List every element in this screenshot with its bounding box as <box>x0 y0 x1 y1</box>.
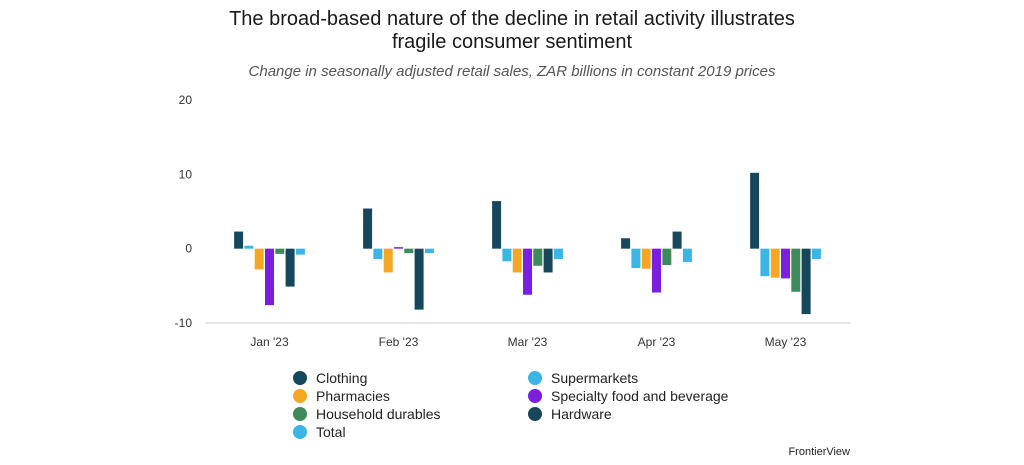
legend-swatch <box>293 389 307 403</box>
bar <box>533 248 543 266</box>
bar <box>254 248 264 270</box>
bar <box>760 248 770 277</box>
source-credit: FrontierView <box>788 446 850 458</box>
legend-label: Total <box>316 424 346 440</box>
bar <box>414 248 424 310</box>
bar <box>373 248 383 260</box>
legend-swatch <box>293 371 307 385</box>
y-tick-label: 0 <box>185 242 192 256</box>
chart-title-line-1: The broad-based nature of the decline in… <box>229 8 795 30</box>
x-tick-label: Mar '23 <box>508 335 548 349</box>
bar <box>383 248 393 273</box>
bar <box>553 248 563 260</box>
bar <box>275 248 285 254</box>
bar <box>631 248 641 268</box>
legend-item: Pharmacies <box>293 388 390 404</box>
bar <box>801 248 811 315</box>
bar <box>502 248 512 262</box>
legend-item: Specialty food and beverage <box>528 388 728 404</box>
chart-subtitle: Change in seasonally adjusted retail sal… <box>248 63 776 80</box>
legend-item: Total <box>293 424 346 440</box>
y-tick-label: 10 <box>179 167 193 181</box>
bar <box>523 248 532 295</box>
x-tick-label: May '23 <box>765 335 807 349</box>
bar <box>424 248 434 254</box>
bar <box>512 248 522 273</box>
bar <box>543 248 553 273</box>
bar <box>641 248 651 269</box>
legend-label: Pharmacies <box>316 388 390 404</box>
bar <box>295 248 305 255</box>
x-tick-label: Jan '23 <box>250 335 289 349</box>
y-tick-label: 20 <box>179 93 193 107</box>
chart-title: The broad-based nature of the decline in… <box>0 8 1024 54</box>
legend-swatch <box>293 407 307 421</box>
bar <box>652 248 661 293</box>
bar <box>265 248 274 306</box>
legend-swatch <box>528 371 542 385</box>
y-tick-label: -10 <box>175 316 193 330</box>
bar <box>234 231 244 249</box>
legend-swatch <box>528 389 542 403</box>
bar <box>621 238 631 249</box>
bar <box>682 248 692 263</box>
bar <box>791 248 801 292</box>
legend-swatch <box>528 407 542 421</box>
bar <box>363 208 373 249</box>
bar <box>244 245 254 249</box>
bar <box>811 248 821 260</box>
legend-label: Household durables <box>316 406 441 422</box>
bar <box>672 231 682 249</box>
bar <box>662 248 672 266</box>
bar <box>404 248 414 254</box>
legend-item: Supermarkets <box>528 370 638 386</box>
bar <box>770 248 780 278</box>
x-tick-label: Apr '23 <box>638 335 676 349</box>
legend-label: Clothing <box>316 370 368 386</box>
legend-label: Supermarkets <box>551 370 639 386</box>
legend-label: Hardware <box>551 406 612 422</box>
bar <box>492 201 502 249</box>
legend-label: Specialty food and beverage <box>551 388 729 404</box>
x-tick-label: Feb '23 <box>379 335 419 349</box>
bar <box>285 248 295 287</box>
bar <box>781 248 790 279</box>
bar <box>750 172 760 249</box>
chart-title-line-2: fragile consumer sentiment <box>391 31 633 53</box>
legend-swatch <box>293 425 307 439</box>
bar <box>394 247 403 249</box>
legend-item: Hardware <box>528 406 612 422</box>
legend-item: Clothing <box>293 370 367 386</box>
legend-item: Household durables <box>293 406 441 422</box>
